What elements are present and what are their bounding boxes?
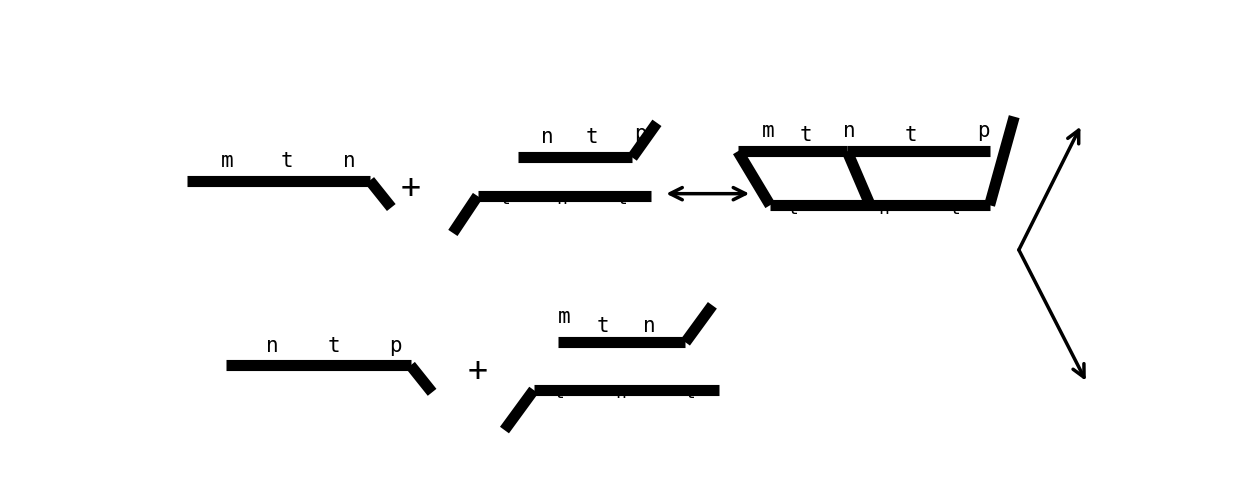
Text: t*: t* — [499, 191, 522, 208]
Text: n: n — [343, 151, 356, 171]
Text: n*: n* — [556, 191, 579, 208]
Text: m: m — [221, 151, 234, 171]
Text: n: n — [265, 336, 279, 356]
Text: t*: t* — [949, 199, 971, 218]
Text: p: p — [389, 336, 401, 356]
Text: +: + — [467, 355, 488, 388]
Text: t*: t* — [788, 199, 809, 218]
Text: n: n — [643, 316, 655, 336]
Text: t: t — [327, 336, 339, 356]
Text: t: t — [281, 151, 294, 171]
Text: m: m — [762, 120, 774, 140]
Text: p: p — [633, 124, 647, 144]
Text: +: + — [400, 172, 420, 205]
Text: p: p — [978, 120, 990, 140]
Text: n*: n* — [616, 384, 637, 402]
Text: t*: t* — [685, 384, 706, 402]
Text: t: t — [800, 125, 813, 145]
Text: t*: t* — [617, 191, 638, 208]
Text: m: m — [559, 307, 571, 327]
Text: t: t — [585, 127, 597, 147]
Text: t: t — [904, 125, 917, 145]
Text: n: n — [843, 120, 856, 140]
Text: n*: n* — [878, 199, 901, 218]
Text: n: n — [540, 127, 553, 147]
Text: t: t — [597, 316, 610, 336]
Text: t*: t* — [554, 384, 575, 402]
